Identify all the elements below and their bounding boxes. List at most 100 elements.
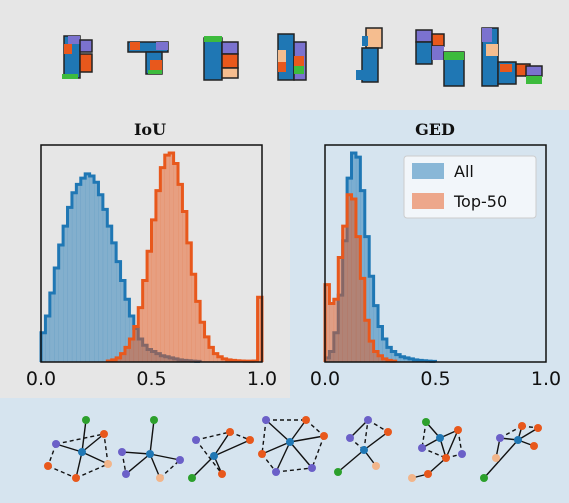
graph-node bbox=[246, 436, 254, 444]
graph-node bbox=[44, 462, 52, 470]
iou-series-top50 bbox=[105, 151, 264, 363]
ged-outline-top50 bbox=[323, 193, 398, 363]
ged-bar-top50 bbox=[333, 299, 339, 362]
floorplan-6 bbox=[415, 29, 465, 87]
graph-node bbox=[442, 454, 450, 462]
ged-bar-all bbox=[364, 236, 370, 362]
ged-bar-all bbox=[378, 326, 383, 362]
floorplan-thumbnails bbox=[62, 27, 543, 87]
graph-node bbox=[454, 426, 462, 434]
graph-edge-dashed bbox=[159, 459, 181, 479]
graph-node bbox=[262, 416, 270, 424]
iou-title: IoU bbox=[134, 120, 166, 139]
graph-node bbox=[302, 416, 310, 424]
graph-edge bbox=[75, 451, 83, 479]
graph-edge-dashed bbox=[363, 419, 369, 451]
graph-3 bbox=[188, 428, 254, 482]
graph-edge-dashed bbox=[421, 421, 427, 449]
graph-node bbox=[514, 436, 522, 444]
ged-xtick-2: 1.0 bbox=[531, 368, 561, 390]
graph-edge bbox=[213, 439, 251, 457]
graph-7 bbox=[480, 422, 542, 482]
graph-edge-dashed bbox=[261, 419, 267, 455]
iou-bar-top50 bbox=[204, 336, 210, 362]
graph-edge-dashed bbox=[421, 447, 447, 459]
graph-edge-dashed bbox=[103, 433, 109, 465]
ged-bar-all bbox=[360, 190, 365, 362]
floorplan-2 bbox=[127, 41, 169, 75]
ged-bar-top50 bbox=[364, 320, 370, 362]
graphs-strip bbox=[0, 398, 569, 503]
iou-bar-all bbox=[111, 242, 117, 362]
graph-node bbox=[72, 474, 80, 482]
ged-histogram bbox=[323, 151, 437, 363]
iou-bar-all bbox=[49, 293, 55, 362]
graph-node bbox=[408, 474, 416, 482]
graph-edge bbox=[289, 419, 307, 443]
ged-bar-top50 bbox=[355, 236, 361, 362]
graph-edge bbox=[149, 419, 155, 455]
iou-bar-all bbox=[45, 316, 51, 362]
graph-node bbox=[176, 456, 184, 464]
ged-bar-top50 bbox=[342, 226, 348, 362]
graph-node bbox=[82, 416, 90, 424]
graph-edge bbox=[213, 431, 231, 457]
iou-bar-top50 bbox=[200, 322, 205, 362]
iou-bar-all bbox=[102, 209, 108, 362]
graph-edge bbox=[81, 433, 105, 453]
legend-swatch-top50 bbox=[412, 193, 444, 209]
graph-node bbox=[480, 474, 488, 482]
graph-node bbox=[422, 418, 430, 426]
graph-5 bbox=[334, 416, 392, 476]
iou-bar-top50 bbox=[222, 358, 227, 362]
graph-edge bbox=[265, 419, 291, 443]
iou-bar-top50 bbox=[191, 274, 196, 362]
ged-xtick-1: 0.5 bbox=[420, 368, 450, 390]
ged-bar-top50 bbox=[373, 351, 379, 362]
graph-node bbox=[334, 468, 342, 476]
graph-node bbox=[418, 444, 426, 452]
ged-bar-all bbox=[382, 339, 388, 362]
graph-node bbox=[424, 470, 432, 478]
iou-bar-top50 bbox=[124, 347, 130, 362]
iou-frame bbox=[40, 144, 263, 363]
ged-frame bbox=[324, 144, 547, 363]
graph-node bbox=[360, 446, 368, 454]
iou-bar-top50 bbox=[160, 167, 165, 362]
graph-edge bbox=[445, 429, 459, 459]
graph-node bbox=[308, 464, 316, 472]
ged-bar-top50 bbox=[378, 355, 383, 362]
iou-bar-top50 bbox=[213, 353, 218, 362]
iou-bar-top50 bbox=[164, 155, 170, 362]
iou-bar-all bbox=[94, 182, 99, 362]
graph-edge-dashed bbox=[195, 431, 231, 441]
legend-swatch-all bbox=[412, 163, 444, 179]
floorplan-4 bbox=[277, 33, 307, 81]
graph-node bbox=[146, 450, 154, 458]
iou-bar-all bbox=[85, 173, 90, 362]
iou-xtick-2: 1.0 bbox=[247, 368, 277, 390]
iou-bar-top50 bbox=[169, 153, 174, 362]
graph-edge-dashed bbox=[195, 439, 223, 475]
ged-bar-top50 bbox=[382, 358, 388, 362]
iou-bar-top50 bbox=[147, 251, 152, 362]
graph-node bbox=[210, 452, 218, 460]
graph-node bbox=[364, 416, 372, 424]
iou-bar-all bbox=[89, 175, 95, 362]
graph-node bbox=[188, 474, 196, 482]
graph-node bbox=[372, 462, 380, 470]
ged-bar-top50 bbox=[360, 278, 365, 362]
graph-node bbox=[384, 428, 392, 436]
graph-edge bbox=[81, 451, 109, 465]
ged-bar-all bbox=[373, 305, 379, 362]
graph-edge bbox=[349, 419, 369, 439]
iou-bar-top50 bbox=[133, 326, 139, 362]
ged-bar-all bbox=[386, 347, 392, 362]
ged-series-top50 bbox=[323, 193, 398, 363]
iou-bar-top50 bbox=[182, 211, 188, 362]
iou-xtick-0: 0.0 bbox=[26, 368, 56, 390]
graph-edge bbox=[125, 453, 151, 475]
iou-bar-top50 bbox=[151, 219, 157, 362]
floorplan-5 bbox=[356, 27, 383, 83]
